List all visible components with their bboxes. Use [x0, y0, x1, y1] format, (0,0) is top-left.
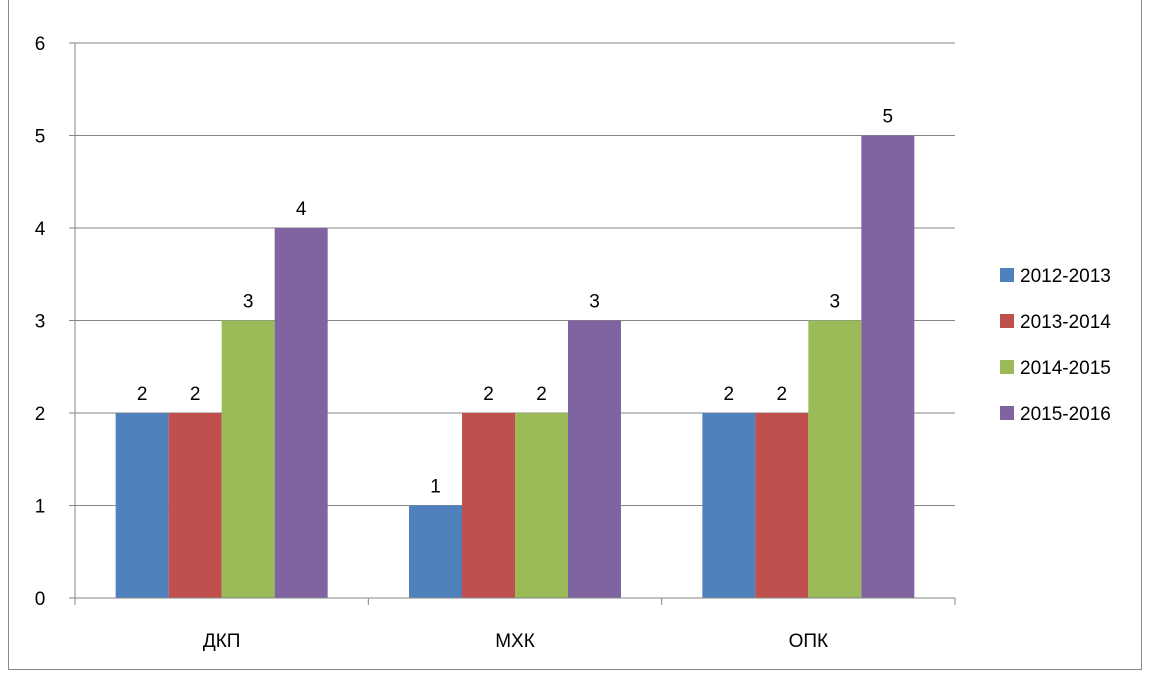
data-label-2015-2016-ОПК: 5: [883, 107, 894, 128]
bar-2013-2014-ДКП: [168, 413, 222, 598]
data-label-2015-2016-ДКП: 4: [296, 199, 307, 220]
y-tick-label-4: 4: [35, 219, 46, 240]
y-tick-label-1: 1: [35, 497, 46, 518]
bar-2012-2013-ОПК: [702, 413, 756, 598]
y-tick-label-0: 0: [35, 589, 46, 610]
bar-2015-2016-МХК: [568, 320, 621, 598]
bar-2012-2013-МХК: [409, 505, 462, 598]
data-label-2013-2014-ДКП: 2: [190, 384, 201, 405]
bars: [115, 135, 915, 598]
data-label-2015-2016-МХК: 3: [589, 292, 600, 313]
bar-2014-2015-ДКП: [221, 320, 275, 598]
legend-swatch-2013-2014: [1000, 314, 1014, 328]
y-tick-label-6: 6: [35, 34, 46, 55]
y-tick-label-3: 3: [35, 312, 46, 333]
legend: 2012-2013 2013-2014 2014-2015 2015-2016: [1000, 266, 1111, 425]
legend-label-2012-2013: 2012-2013: [1020, 266, 1111, 287]
bar-2014-2015-ОПК: [808, 320, 862, 598]
legend-swatch-2012-2013: [1000, 268, 1014, 282]
x-tick-label-МХК: МХК: [495, 631, 535, 652]
bar-2015-2016-ОПК: [861, 135, 915, 598]
bar-2012-2013-ДКП: [115, 413, 169, 598]
bar-2014-2015-МХК: [515, 413, 568, 598]
bar-2013-2014-МХК: [462, 413, 515, 598]
data-label-2012-2013-ДКП: 2: [137, 384, 148, 405]
data-label-2014-2015-ДКП: 3: [243, 292, 254, 313]
legend-swatch-2015-2016: [1000, 406, 1014, 420]
data-label-2014-2015-ОПК: 3: [830, 292, 841, 313]
legend-label-2015-2016: 2015-2016: [1020, 404, 1111, 425]
data-labels: 2 2 3 4 1 2 2 3 2 2 3 5: [137, 107, 893, 498]
legend-label-2013-2014: 2013-2014: [1020, 312, 1111, 333]
data-label-2012-2013-МХК: 1: [430, 477, 441, 498]
x-tick-label-ДКП: ДКП: [203, 631, 241, 652]
data-label-2014-2015-МХК: 2: [536, 384, 547, 405]
data-label-2012-2013-ОПК: 2: [724, 384, 735, 405]
data-label-2013-2014-ОПК: 2: [777, 384, 788, 405]
data-label-2013-2014-МХК: 2: [483, 384, 494, 405]
legend-label-2014-2015: 2014-2015: [1020, 358, 1111, 379]
legend-swatch-2014-2015: [1000, 360, 1014, 374]
bar-2013-2014-ОПК: [755, 413, 809, 598]
y-tick-label-2: 2: [35, 404, 46, 425]
bar-2015-2016-ДКП: [274, 228, 328, 598]
axes: 0 1 2 3 4 5 6 ДКП МХК ОПК: [35, 34, 956, 652]
y-tick-label-5: 5: [35, 127, 46, 148]
x-tick-label-ОПК: ОПК: [789, 631, 829, 652]
